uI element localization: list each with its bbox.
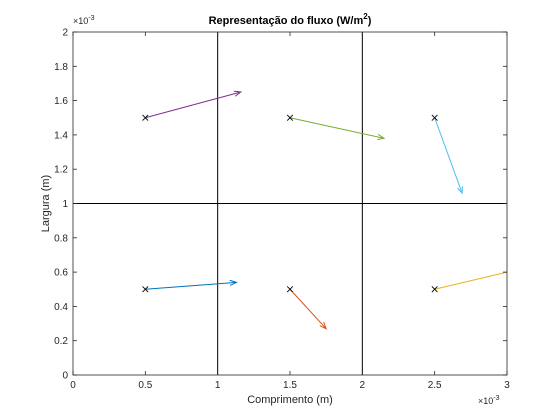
y-tick-label: 0.6	[54, 268, 68, 279]
y-tick-label: 0.8	[54, 233, 68, 244]
x-tick-label: 1.5	[283, 380, 297, 391]
x-tick-label: 2	[360, 380, 366, 391]
flux-arrow-shaft	[289, 117, 385, 139]
flux-arrow-shaft	[434, 117, 463, 194]
origin-marker	[286, 286, 294, 293]
partition-lines	[73, 32, 507, 375]
y-tick-label: 2	[62, 28, 68, 39]
flux-arrow-head	[229, 279, 238, 286]
plot-frame	[72, 31, 508, 376]
x-tick-label: 3	[504, 380, 510, 391]
origin-marker	[142, 286, 149, 293]
flux-arrow	[286, 286, 328, 330]
flux-arrow	[431, 271, 508, 293]
x-tick-label: 2.5	[428, 380, 442, 391]
flux-arrow-head	[319, 321, 328, 330]
y-tick-label: 0.2	[54, 336, 68, 347]
flux-arrow-head	[233, 90, 243, 97]
flux-arrow	[431, 114, 463, 195]
origin-marker	[431, 114, 438, 121]
y-tick-label: 1	[62, 199, 68, 210]
flux-arrow-shaft	[289, 288, 327, 330]
x-axis-multiplier: ×10-3	[478, 395, 500, 406]
y-axis-label: Largura (m)	[40, 175, 52, 232]
y-tick-label: 0.4	[54, 302, 68, 313]
y-tick-label: 0	[62, 371, 68, 382]
x-tick-label: 0	[70, 380, 76, 391]
flux-arrow-shaft	[145, 281, 237, 290]
flux-arrows	[142, 90, 508, 330]
flux-arrow-head	[457, 186, 463, 195]
y-tick-label: 1.2	[54, 165, 68, 176]
x-tick-label: 0.5	[138, 380, 152, 391]
y-axis-multiplier: ×10-3	[73, 15, 95, 26]
origin-marker	[142, 114, 149, 121]
flux-arrow-shaft	[145, 91, 241, 119]
flux-arrow	[142, 90, 243, 121]
y-tick-label: 1.6	[54, 96, 68, 107]
x-tick-label: 1	[215, 380, 221, 391]
origin-marker	[431, 286, 438, 293]
chart-title: Representação do fluxo (W/m2)	[209, 12, 372, 27]
flux-arrow	[286, 114, 386, 140]
axis-ticks: 0 0.5 1 1.5 2 2.5 3 0 0.2 0.4 0.6 0.8 1 1.2 1.4 1.6 1.8 2	[54, 28, 510, 392]
x-axis-label: Comprimento (m)	[247, 394, 333, 406]
y-tick-label: 1.8	[54, 62, 68, 73]
y-tick-label: 1.4	[54, 130, 68, 141]
origin-marker	[286, 114, 294, 121]
flux-arrow-head	[377, 133, 386, 140]
flux-arrow	[142, 279, 238, 293]
flux-arrow-shaft	[434, 271, 508, 290]
